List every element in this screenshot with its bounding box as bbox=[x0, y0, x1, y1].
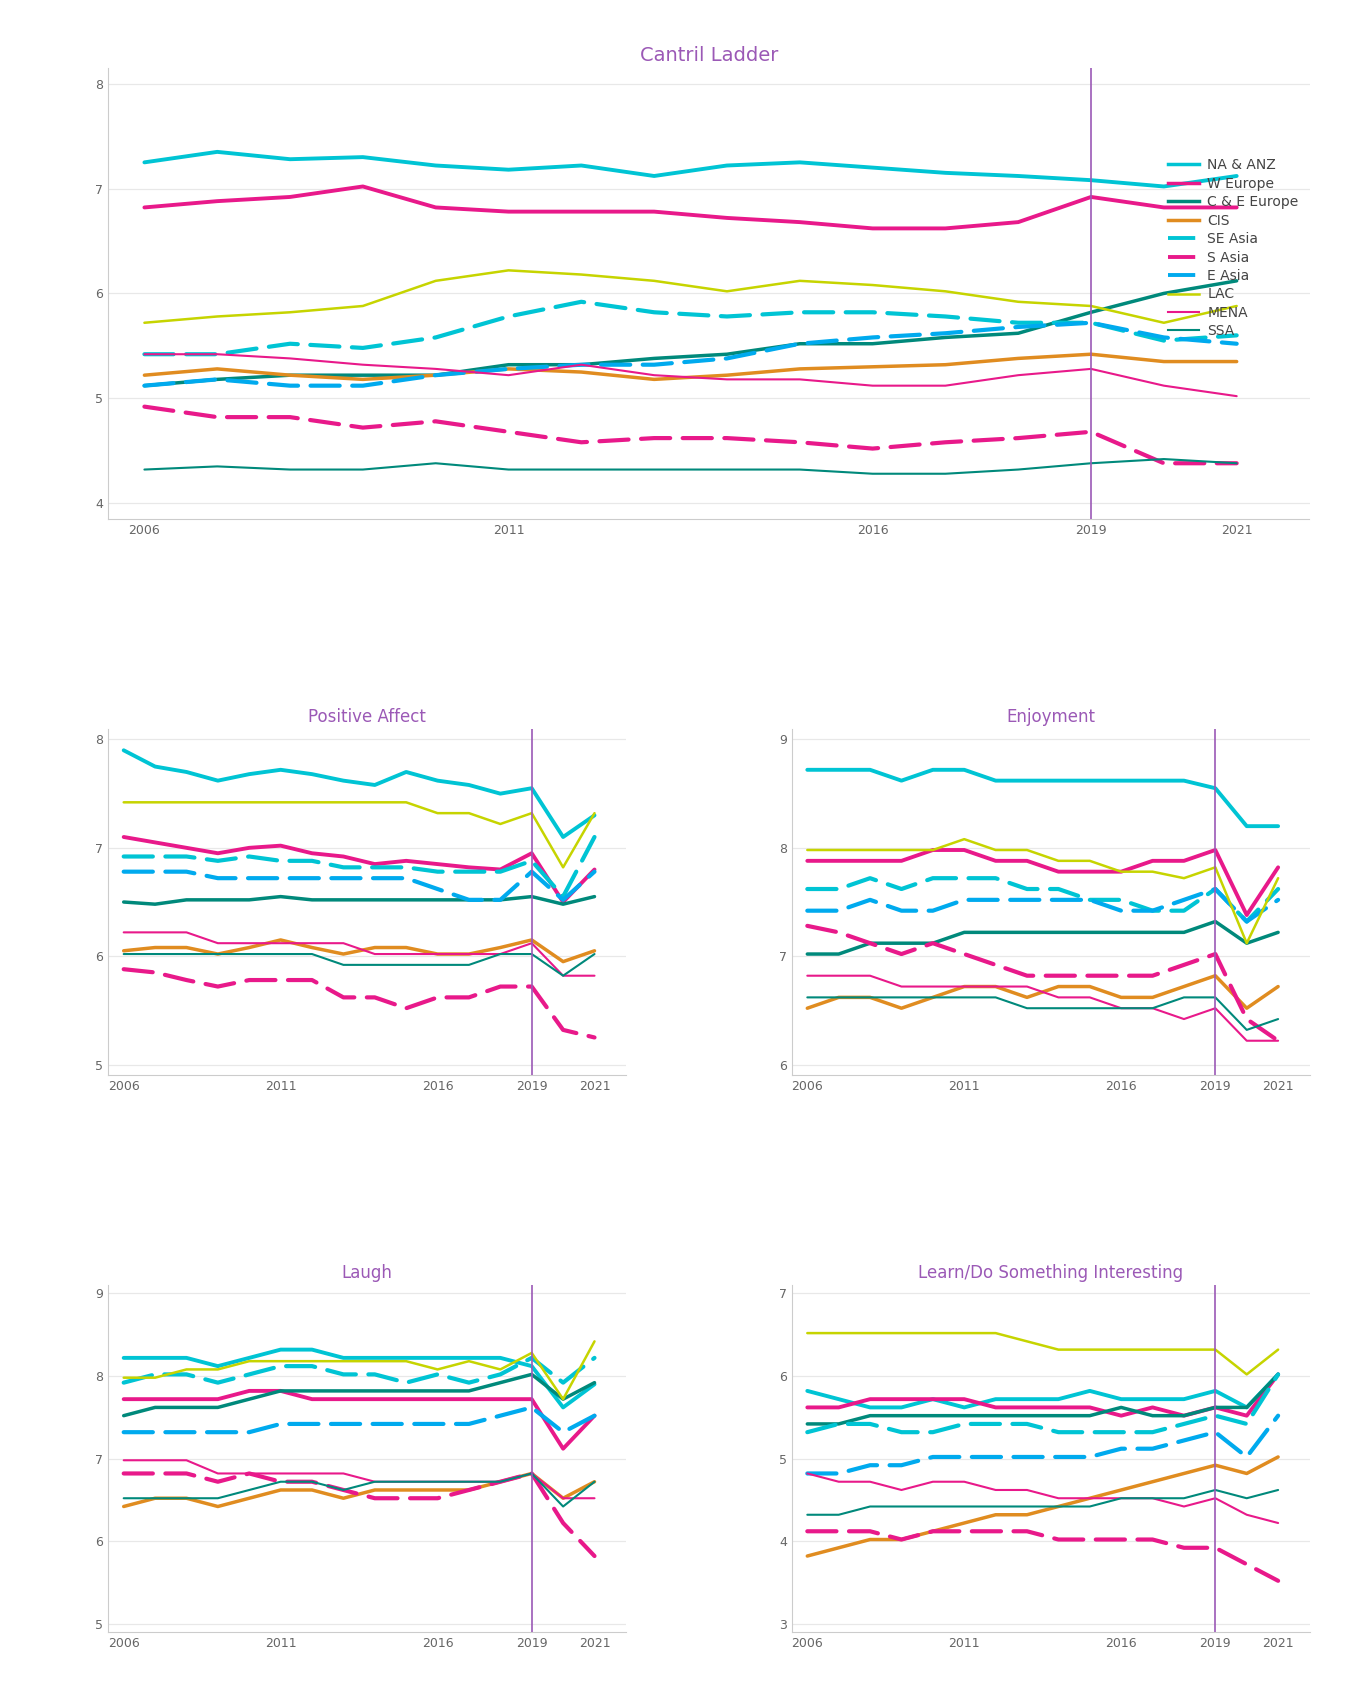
Title: Enjoyment: Enjoyment bbox=[1006, 707, 1095, 726]
Title: Positive Affect: Positive Affect bbox=[308, 707, 425, 726]
Legend: NA & ANZ, W Europe, C & E Europe, CIS, SE Asia, S Asia, E Asia, LAC, MENA, SSA: NA & ANZ, W Europe, C & E Europe, CIS, S… bbox=[1164, 155, 1303, 342]
Title: Learn/Do Something Interesting: Learn/Do Something Interesting bbox=[918, 1265, 1183, 1282]
Title: Cantril Ladder: Cantril Ladder bbox=[640, 46, 778, 65]
Title: Laugh: Laugh bbox=[342, 1265, 393, 1282]
